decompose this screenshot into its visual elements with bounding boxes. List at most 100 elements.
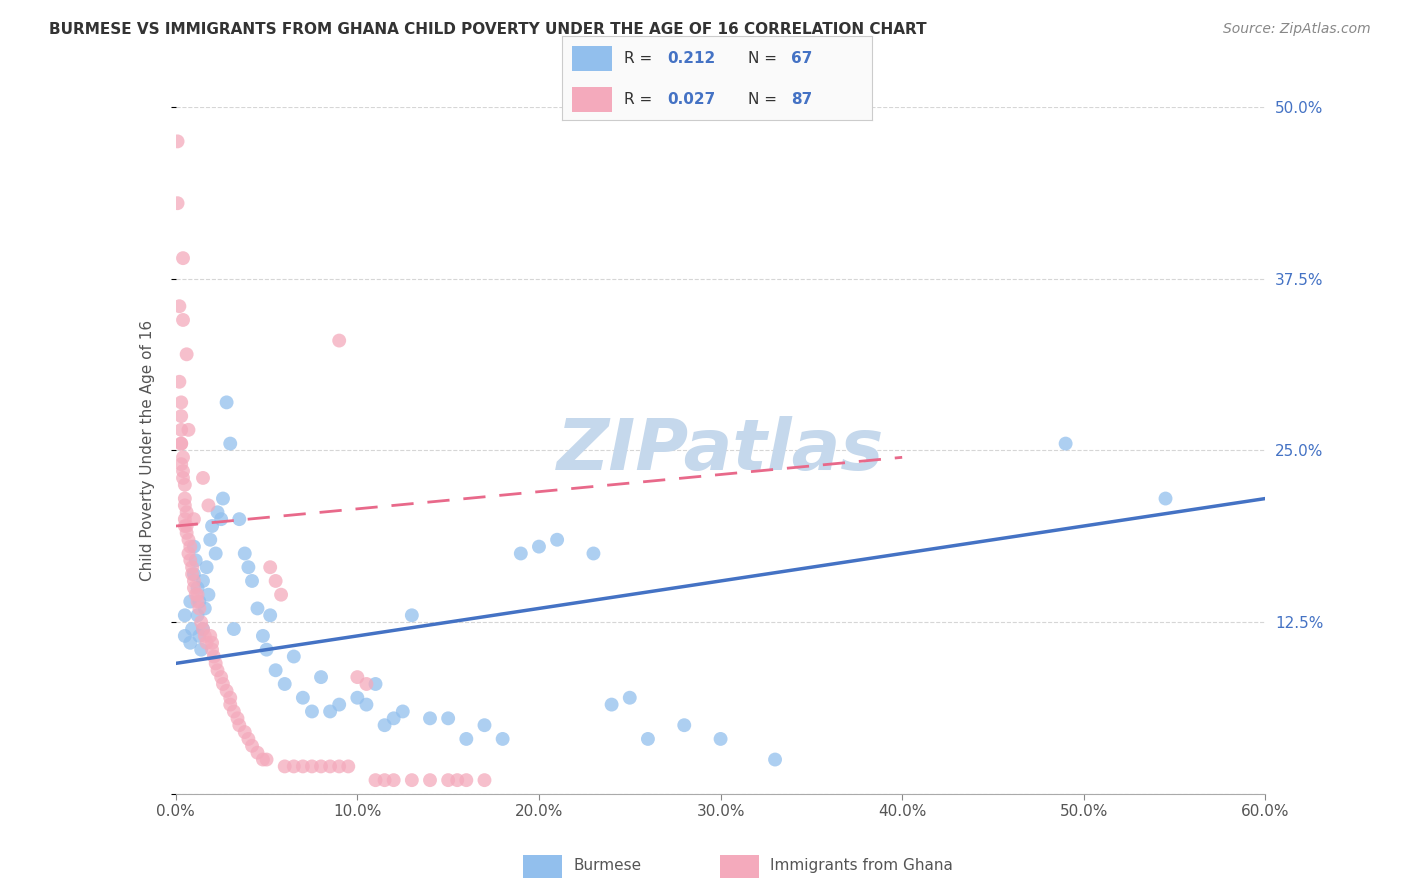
Point (188, 594, 211, 608)
Point (183, 567, 205, 582)
Point (256, 642, 278, 657)
Point (546, 533, 568, 547)
Point (204, 546, 226, 561)
Point (186, 608, 209, 623)
Point (200, 533, 222, 547)
Point (195, 560, 218, 574)
Text: R =: R = (624, 51, 658, 66)
Point (346, 670, 368, 684)
Point (172, 450, 194, 465)
Point (337, 759, 360, 773)
Point (200, 629, 222, 643)
Point (172, 313, 194, 327)
Text: 67: 67 (792, 51, 813, 66)
Point (188, 629, 211, 643)
Point (233, 725, 256, 739)
Point (170, 457, 193, 471)
Point (207, 505, 229, 519)
Point (419, 711, 441, 725)
Point (177, 546, 200, 561)
Point (191, 622, 214, 636)
Point (309, 759, 332, 773)
Point (600, 698, 623, 712)
Point (169, 299, 191, 313)
Point (582, 546, 605, 561)
Point (209, 670, 232, 684)
Point (202, 649, 225, 664)
Point (1054, 436, 1077, 450)
Point (173, 519, 195, 533)
Point (207, 663, 229, 677)
Point (169, 375, 191, 389)
Point (474, 718, 496, 732)
Point (212, 491, 235, 506)
Point (391, 705, 413, 719)
Point (419, 773, 441, 788)
Point (309, 670, 332, 684)
Point (246, 746, 269, 760)
FancyBboxPatch shape (523, 855, 562, 878)
Text: N =: N = (748, 51, 782, 66)
Point (194, 629, 217, 643)
Point (176, 519, 198, 533)
Point (222, 622, 245, 636)
Point (219, 436, 242, 450)
Point (240, 739, 263, 753)
Point (364, 677, 387, 691)
Point (201, 636, 224, 650)
Point (259, 560, 281, 574)
Point (264, 663, 287, 677)
Point (197, 588, 219, 602)
Point (173, 608, 195, 623)
Point (176, 525, 198, 540)
Point (195, 636, 218, 650)
Text: 0.027: 0.027 (668, 92, 716, 107)
Point (246, 601, 269, 615)
Point (184, 588, 207, 602)
FancyBboxPatch shape (720, 855, 759, 878)
Point (763, 753, 786, 767)
Point (181, 567, 204, 582)
Point (191, 471, 214, 485)
Text: R =: R = (624, 92, 658, 107)
Point (226, 711, 249, 725)
Point (382, 711, 405, 725)
Y-axis label: Child Poverty Under the Age of 16: Child Poverty Under the Age of 16 (141, 320, 155, 581)
Point (283, 759, 305, 773)
Point (401, 773, 423, 788)
Point (356, 677, 378, 691)
Point (222, 705, 245, 719)
Point (170, 436, 193, 450)
Point (215, 395, 238, 409)
Point (509, 546, 531, 561)
Point (492, 731, 515, 746)
Point (179, 553, 201, 567)
Point (173, 478, 195, 492)
Text: Burmese: Burmese (574, 858, 641, 872)
Point (197, 499, 219, 513)
Point (274, 759, 297, 773)
Point (364, 773, 387, 788)
Point (176, 347, 198, 361)
Point (190, 615, 212, 630)
Point (177, 533, 200, 547)
Point (328, 698, 350, 712)
Point (456, 773, 478, 788)
Point (264, 574, 287, 588)
Point (172, 471, 194, 485)
Point (259, 608, 281, 623)
Point (186, 581, 209, 595)
Point (170, 423, 193, 437)
Point (474, 773, 496, 788)
Point (183, 540, 205, 554)
Point (183, 512, 205, 526)
Point (219, 690, 242, 705)
Point (240, 574, 263, 588)
Point (437, 711, 460, 725)
Point (166, 196, 188, 211)
Point (190, 642, 212, 657)
Point (188, 601, 211, 615)
Point (382, 773, 405, 788)
Point (346, 690, 368, 705)
Point (191, 622, 214, 636)
